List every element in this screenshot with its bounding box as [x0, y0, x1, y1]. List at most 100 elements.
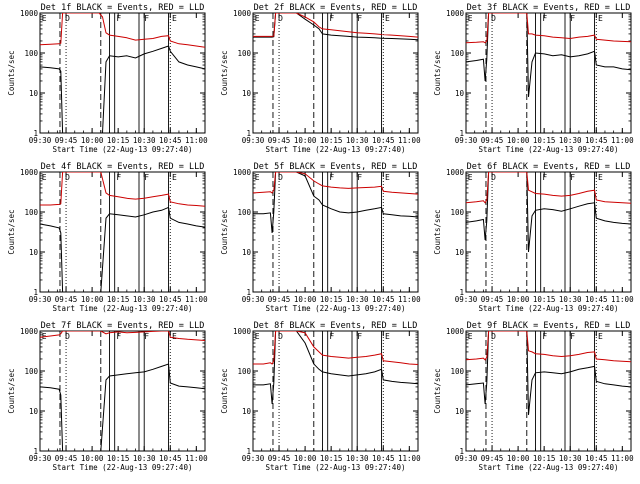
interval-marker-label: F: [570, 332, 575, 341]
series-line-lld: [466, 331, 631, 363]
y-tick-label: 10: [242, 248, 252, 257]
x-tick-label: 10:15: [533, 295, 556, 304]
interval-marker-label: E: [598, 332, 603, 341]
x-tick-label: 10:30: [346, 295, 369, 304]
interval-marker-label: D: [491, 14, 496, 23]
chart-title: Det 7f BLACK = Events, RED = LLD: [41, 321, 205, 331]
x-axis-label: Start Time (22-Aug-13 09:27:40): [266, 304, 406, 313]
chart-panel: Det 9f BLACK = Events, RED = LLD 1 10 100 10…: [433, 321, 634, 472]
interval-marker-label: F: [357, 332, 362, 341]
y-axis-label: Counts/sec: [220, 368, 229, 413]
chart-title: Det 9f BLACK = Events, RED = LLD: [467, 321, 631, 331]
series-line-lld: [40, 331, 205, 341]
chart-title: Det 4f BLACK = Events, RED = LLD: [41, 162, 205, 172]
y-tick-label: 1: [33, 129, 38, 138]
interval-marker-label: E: [172, 332, 177, 341]
x-tick-label: 11:00: [398, 295, 421, 304]
interval-marker-label: F: [329, 332, 334, 341]
y-tick-label: 100: [450, 49, 464, 58]
x-axis-label: Start Time (22-Aug-13 09:27:40): [266, 145, 406, 154]
y-tick-label: 1: [246, 447, 251, 456]
interval-marker-label: F: [542, 173, 547, 182]
series-line-events: [466, 331, 631, 415]
interval-marker-label: F: [116, 14, 121, 23]
interval-marker-label: E: [255, 14, 260, 23]
plot-frame: [39, 171, 206, 293]
y-tick-label: 1000: [446, 168, 465, 177]
y-axis-label: Counts/sec: [220, 50, 229, 95]
x-axis-label: Start Time (22-Aug-13 09:27:40): [53, 145, 193, 154]
x-tick-label: 09:30: [242, 454, 265, 463]
x-tick-label: 09:45: [268, 295, 291, 304]
y-tick-label: 1000: [233, 327, 252, 336]
interval-marker-label: E: [255, 173, 260, 182]
x-tick-label: 09:45: [268, 454, 291, 463]
y-tick-label: 100: [237, 367, 251, 376]
x-tick-label: 10:00: [294, 454, 317, 463]
x-tick-label: 10:45: [159, 136, 182, 145]
x-tick-label: 10:00: [81, 295, 104, 304]
interval-marker-label: F: [542, 14, 547, 23]
interval-marker-label: F: [570, 173, 575, 182]
plot-frame: [465, 171, 632, 293]
x-tick-label: 09:45: [481, 295, 504, 304]
x-tick-label: 10:45: [585, 454, 608, 463]
chart-panel: Det 2f BLACK = Events, RED = LLD 1 10 100 10…: [220, 3, 421, 154]
y-tick-label: 1000: [20, 9, 39, 18]
y-tick-label: 1: [246, 129, 251, 138]
y-tick-label: 10: [455, 407, 465, 416]
y-axis-label: Counts/sec: [433, 209, 442, 254]
y-tick-label: 10: [455, 248, 465, 257]
series-line-events: [253, 172, 418, 233]
x-tick-label: 11:00: [185, 295, 208, 304]
x-tick-label: 11:00: [185, 136, 208, 145]
chart-panel: Det 7f BLACK = Events, RED = LLD 1 10 100 10…: [7, 321, 208, 472]
y-tick-label: 10: [29, 89, 39, 98]
y-tick-label: 1: [459, 129, 464, 138]
interval-marker-label: F: [116, 173, 121, 182]
chart-title: Det 1f BLACK = Events, RED = LLD: [41, 3, 205, 13]
x-tick-label: 10:00: [294, 295, 317, 304]
interval-marker-label: F: [144, 173, 149, 182]
chart-panel: Det 4f BLACK = Events, RED = LLD 1 10 100 10…: [7, 162, 208, 313]
interval-marker-label: E: [468, 173, 473, 182]
series-line-events: [253, 331, 418, 405]
series-line-lld: [466, 172, 631, 204]
x-tick-label: 10:15: [107, 136, 130, 145]
y-tick-label: 1000: [446, 9, 465, 18]
x-tick-label: 10:45: [585, 136, 608, 145]
y-axis-label: Counts/sec: [7, 50, 16, 95]
series-line-lld: [253, 13, 418, 38]
x-axis-label: Start Time (22-Aug-13 09:27:40): [53, 304, 193, 313]
x-tick-label: 09:30: [455, 295, 478, 304]
x-tick-label: 10:45: [372, 295, 395, 304]
y-axis-label: Counts/sec: [7, 368, 16, 413]
x-tick-label: 10:30: [559, 136, 582, 145]
interval-marker-label: F: [329, 14, 334, 23]
interval-marker-label: E: [42, 173, 47, 182]
y-axis-label: Counts/sec: [433, 368, 442, 413]
y-tick-label: 1000: [446, 327, 465, 336]
x-tick-label: 10:15: [107, 295, 130, 304]
x-tick-label: 10:15: [320, 136, 343, 145]
x-tick-label: 10:30: [133, 454, 156, 463]
interval-marker-label: E: [385, 173, 390, 182]
x-tick-label: 09:45: [481, 136, 504, 145]
x-tick-label: 10:30: [559, 295, 582, 304]
x-tick-label: 10:00: [81, 136, 104, 145]
interval-marker-label: F: [329, 173, 334, 182]
x-tick-label: 10:30: [346, 136, 369, 145]
x-tick-label: 11:00: [611, 454, 634, 463]
x-tick-label: 10:15: [320, 454, 343, 463]
interval-marker-label: F: [144, 14, 149, 23]
y-tick-label: 1: [459, 447, 464, 456]
interval-marker-label: E: [468, 332, 473, 341]
y-tick-label: 1: [246, 288, 251, 297]
chart-title: Det 5f BLACK = Events, RED = LLD: [254, 162, 418, 172]
chart-title: Det 8f BLACK = Events, RED = LLD: [254, 321, 418, 331]
plot-frame: [465, 330, 632, 452]
y-tick-label: 100: [24, 49, 38, 58]
y-tick-label: 1000: [20, 327, 39, 336]
interval-marker-label: E: [172, 14, 177, 23]
interval-marker-label: D: [278, 14, 283, 23]
